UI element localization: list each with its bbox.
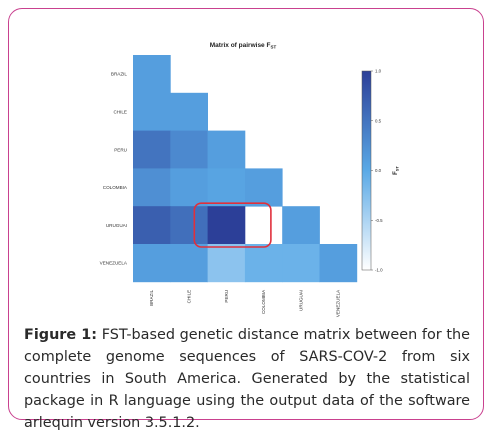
heatmap-cells xyxy=(133,55,358,283)
cell-venezuela-chile xyxy=(170,244,208,283)
cell-uruguai-chile xyxy=(170,206,208,245)
cell-uruguai-brazil xyxy=(133,206,171,245)
caption-label: Figure 1: xyxy=(24,327,98,343)
caption-text: FST-based genetic distance matrix betwee… xyxy=(24,327,470,431)
figure-frame xyxy=(8,8,484,420)
cell-colombia-peru xyxy=(207,168,246,207)
cell-venezuela-colombia xyxy=(244,244,283,283)
cell-brazil-brazil xyxy=(133,55,171,94)
cell-colombia-brazil xyxy=(133,168,171,207)
row-labels: BRAZIL CHILE PERU COLOMBIA URUGUAI VENEZUELA xyxy=(100,72,128,266)
column-label-venezuela: VENEZUELA xyxy=(336,289,341,317)
color-bar: 1.0 0.5 0.0 -0.5 -1.0 FST xyxy=(361,69,400,273)
column-label-chile: CHILE xyxy=(187,290,192,304)
color-bar-tick-label: -0.5 xyxy=(375,218,383,223)
color-bar-tick-label: 0.5 xyxy=(375,118,382,123)
cell-venezuela-venezuela xyxy=(319,244,358,283)
column-label-brazil: BRAZIL xyxy=(149,289,154,306)
row-label-uruguai: URUGUAI xyxy=(106,223,127,228)
color-bar-tick-label: -1.0 xyxy=(375,268,383,273)
cell-uruguai-uruguai xyxy=(282,206,320,245)
cell-peru-chile xyxy=(170,130,208,169)
cell-chile-chile xyxy=(170,92,208,131)
column-label-uruguai: URUGUAI xyxy=(298,290,303,311)
color-bar-tick-label: 0.0 xyxy=(375,168,382,173)
column-label-peru: PERU xyxy=(224,290,229,303)
row-label-brazil: BRAZIL xyxy=(111,72,128,77)
fst-heatmap: BRAZILCHILEPERUCOLOMBIAURUGUAIVENEZUELA … xyxy=(100,42,400,317)
highlight-box xyxy=(193,202,272,248)
column-labels: BRAZIL CHILE PERU COLOMBIA URUGUAI VENEZUELA xyxy=(149,289,341,317)
cell-chile-brazil xyxy=(133,92,171,131)
chart-title: Matrix of pairwise FST xyxy=(210,42,277,50)
column-label-colombia: COLOMBIA xyxy=(261,289,266,314)
cell-venezuela-brazil xyxy=(133,244,171,283)
row-label-chile: CHILE xyxy=(113,110,127,115)
cell-venezuela-uruguai xyxy=(282,244,320,283)
cell-peru-peru xyxy=(207,130,246,169)
color-bar-label: FST xyxy=(393,166,400,175)
figure-caption: Figure 1: FST-based genetic distance mat… xyxy=(24,324,470,434)
row-label-colombia: COLOMBIA xyxy=(103,185,128,190)
cell-colombia-colombia xyxy=(244,168,283,207)
row-label-venezuela: VENEZUELA xyxy=(100,261,128,266)
cell-peru-brazil xyxy=(133,130,171,169)
cell-uruguai-peru xyxy=(207,206,246,245)
color-bar-tick-label: 1.0 xyxy=(375,69,382,74)
cell-colombia-chile xyxy=(170,168,208,207)
cell-venezuela-peru xyxy=(207,244,246,283)
color-bar-gradient xyxy=(361,70,372,271)
row-label-peru: PERU xyxy=(114,147,127,152)
highlight-rectangle xyxy=(193,202,272,248)
